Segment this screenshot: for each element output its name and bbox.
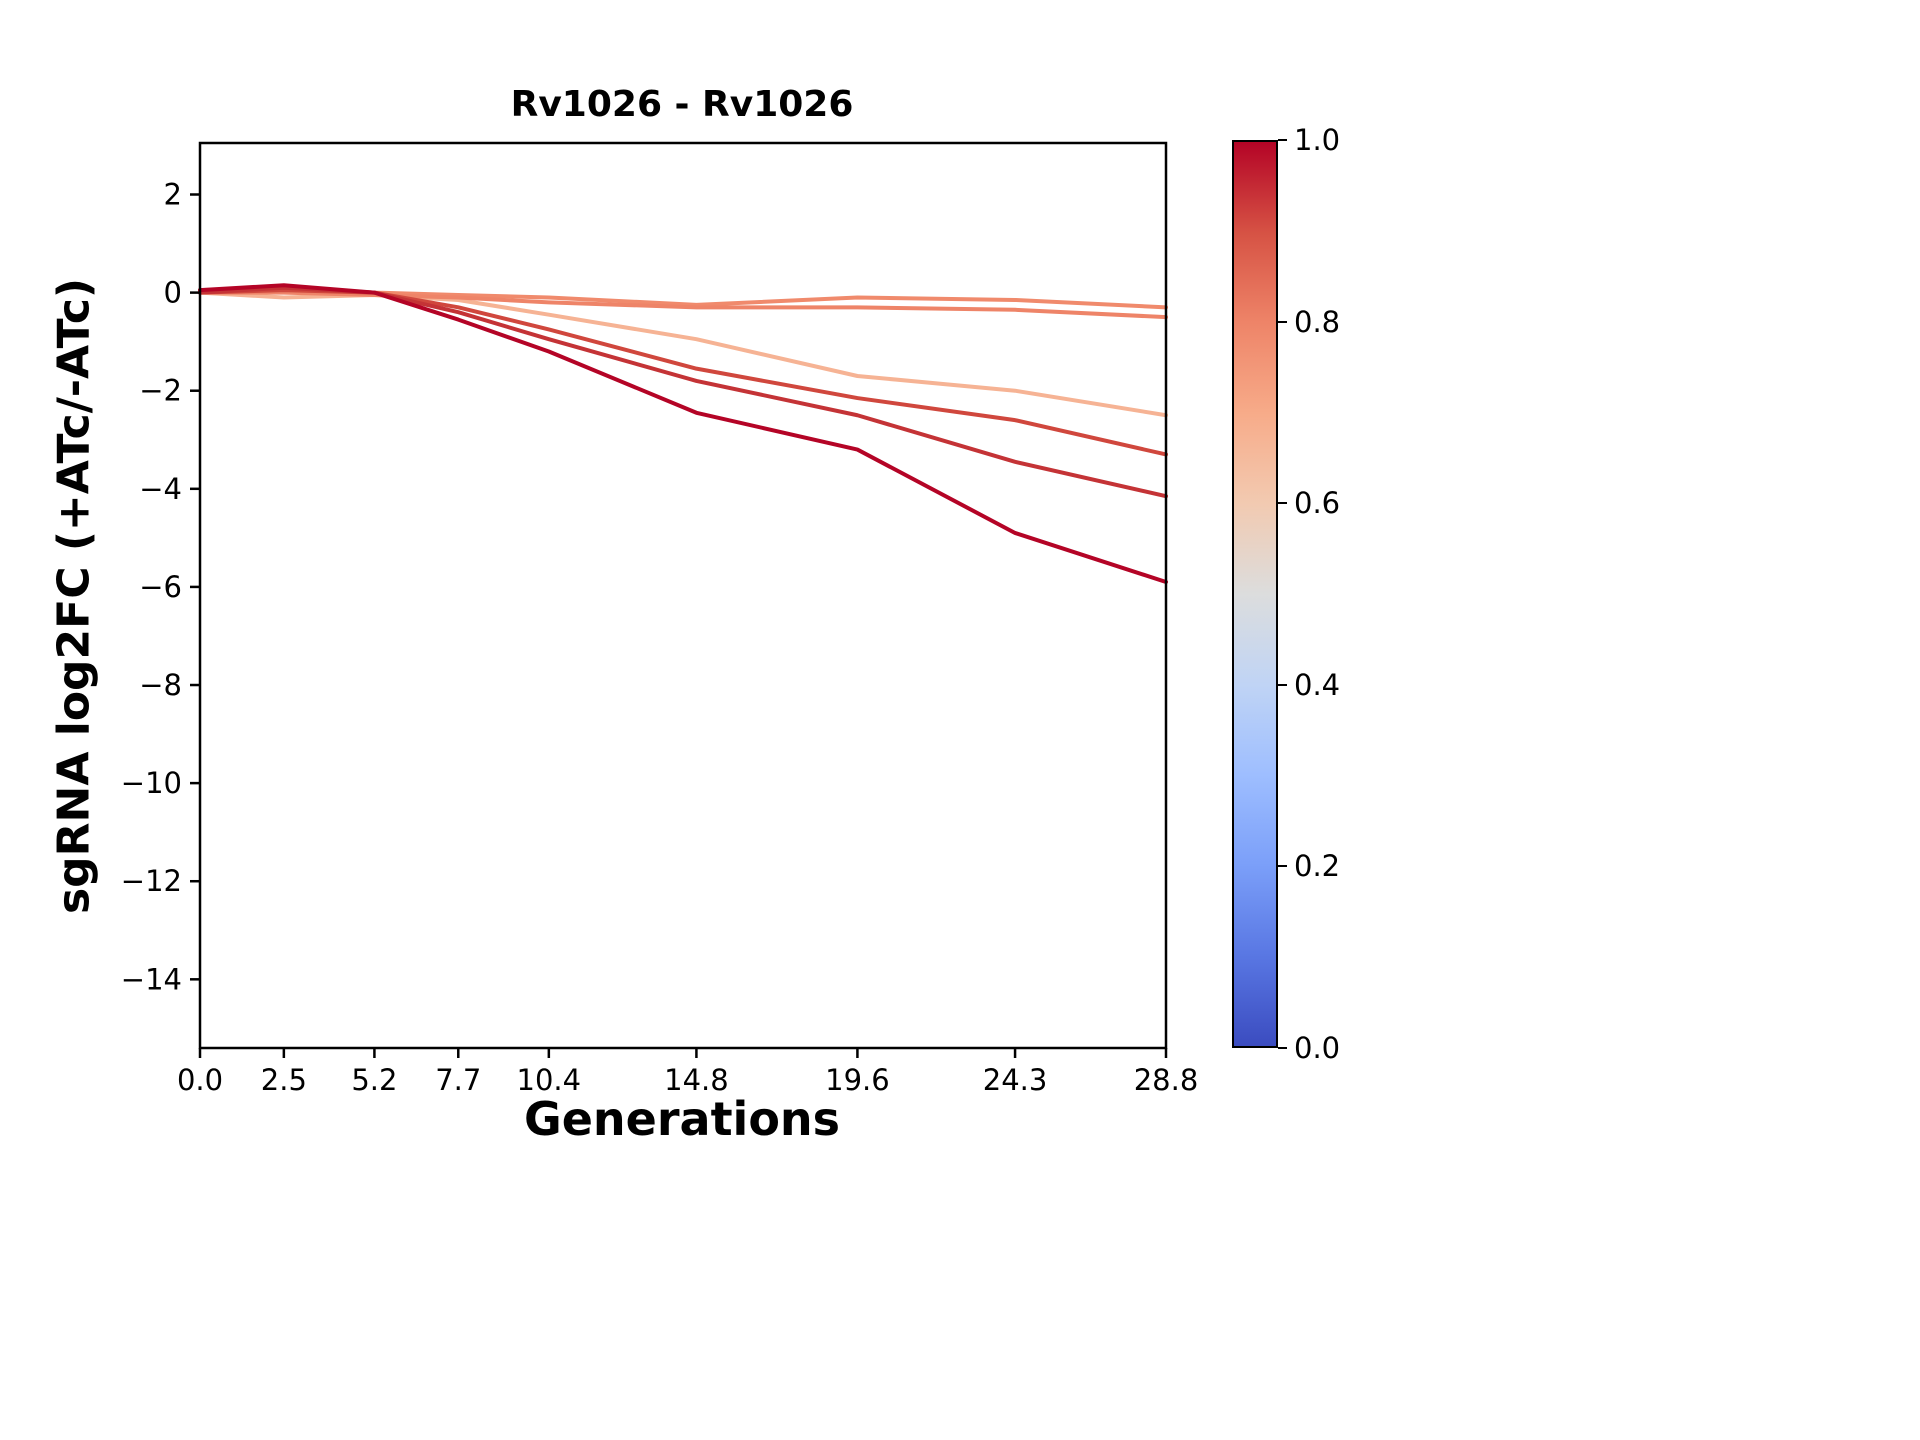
y-tick-label: 2 <box>164 178 182 212</box>
y-tick-label: −10 <box>121 766 182 800</box>
plot-frame <box>198 141 1168 1050</box>
colorbar-tick-mark <box>1278 865 1287 868</box>
y-tick-label: −12 <box>121 864 182 898</box>
x-tick-label: 5.2 <box>351 1063 397 1097</box>
y-tick-label: −8 <box>139 668 182 702</box>
colorbar: 1.0 0.8 0.6 0.4 0.2 0.0 <box>1232 123 1340 1065</box>
y-tick-label: −4 <box>139 472 182 506</box>
colorbar-tick-label: 0.8 <box>1294 304 1341 339</box>
colorbar-tick-label: 0.6 <box>1294 486 1341 521</box>
x-tick-label: 2.5 <box>261 1063 307 1097</box>
x-axis-label: Generations <box>523 1092 841 1146</box>
y-tick-label: −14 <box>121 962 182 996</box>
y-tick-label: 0 <box>164 276 182 310</box>
series-line-sgrna-f <box>198 283 1168 585</box>
colorbar-gradient <box>1232 140 1278 1048</box>
colorbar-tick-mark <box>1278 1047 1287 1049</box>
x-tick-label: 24.3 <box>983 1063 1048 1097</box>
x-tick-label: 28.8 <box>1134 1063 1199 1097</box>
series-line-sgrna-c <box>198 290 1168 320</box>
colorbar-tick-mark <box>1278 683 1287 686</box>
colorbar-tick-mark <box>1278 320 1287 323</box>
x-tick-label: 14.8 <box>664 1063 729 1097</box>
x-tick-label: 7.7 <box>435 1063 481 1097</box>
y-tick-label: −2 <box>139 374 182 408</box>
colorbar-tick-mark <box>1278 139 1287 141</box>
x-tick-label: 0.0 <box>177 1063 223 1097</box>
series-line-sgrna-d <box>198 288 1168 457</box>
x-tick-label: 10.4 <box>517 1063 582 1097</box>
y-tick-label: −6 <box>139 570 182 604</box>
colorbar-tick-label: 0.2 <box>1294 849 1341 884</box>
colorbar-tick-label: 1.0 <box>1294 123 1341 157</box>
colorbar-tick-mark <box>1278 502 1287 505</box>
colorbar-tick-label: 0.0 <box>1294 1031 1341 1065</box>
series-line-sgrna-a <box>198 290 1168 418</box>
colorbar-tick-label: 0.4 <box>1294 667 1341 702</box>
x-tick-label: 19.6 <box>825 1063 890 1097</box>
chart-title: Rv1026 - Rv1026 <box>510 84 854 125</box>
